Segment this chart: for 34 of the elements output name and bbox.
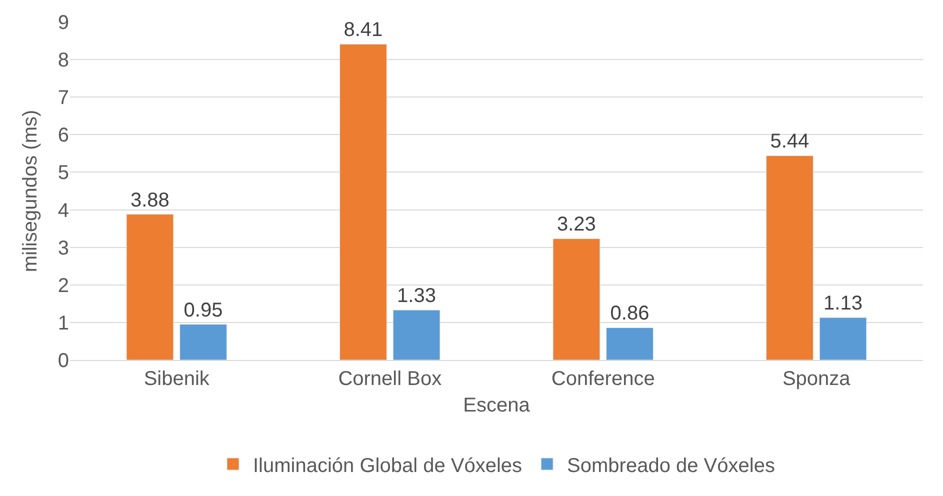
x-axis-title: Escena [463,394,531,416]
data-label: 8.41 [344,19,383,42]
x-tick-label: Conference [551,368,655,390]
bar [392,310,440,360]
bar [606,327,654,360]
x-tick-label: Sponza [782,368,852,390]
bar [126,214,174,360]
bar [819,317,867,360]
y-axis-title: milisegundos (ms) [19,110,42,272]
y-tick-label: 8 [58,50,69,72]
bar [340,44,387,360]
y-tick-label: 6 [58,124,69,147]
data-label: 3.88 [130,189,170,212]
bar [766,155,814,360]
data-label: 1.33 [397,285,436,308]
bar [552,238,600,360]
data-label: 0.95 [184,299,223,322]
y-tick-label: 3 [58,237,69,260]
x-tick-label: Sibenik [144,368,210,390]
y-tick-label: 0 [58,350,69,372]
data-label: 1.13 [824,292,862,315]
bar [180,324,227,360]
data-label: 5.44 [770,130,810,153]
y-tick-label: 4 [58,200,69,222]
legend-label: Sombreado de Vóxeles [567,454,775,477]
y-tick-label: 5 [58,162,69,184]
data-label: 3.23 [557,214,596,236]
legend-label: Iluminación Global de Vóxeles [253,454,522,477]
y-tick-label: 1 [58,312,69,334]
x-tick-label: Cornell Box [338,368,442,390]
y-tick-label: 7 [58,87,69,110]
data-label: 0.86 [610,302,650,325]
y-tick-label: 9 [58,12,69,34]
y-tick-label: 2 [58,274,69,297]
